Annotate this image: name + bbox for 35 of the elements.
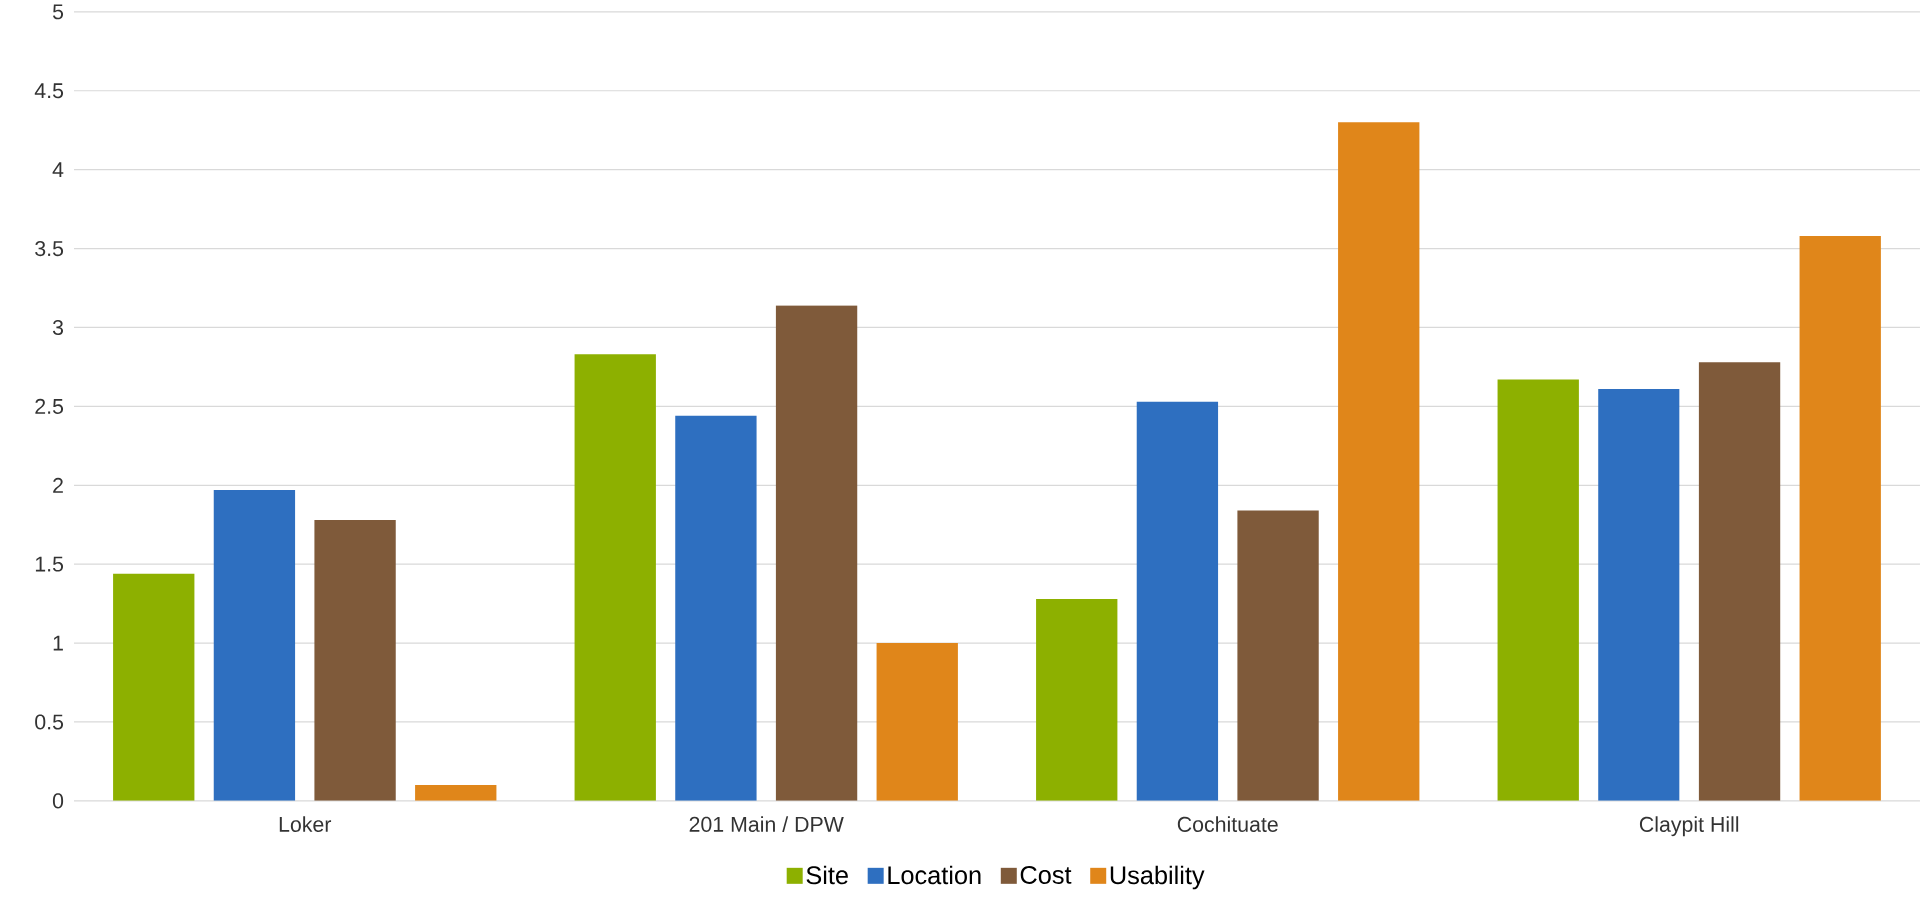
y-tick-label: 3.5 [35,241,64,257]
bar [1698,362,1781,801]
bar [675,415,757,801]
bar [1338,122,1420,801]
bar [314,520,396,801]
legend-label: Site [806,865,848,885]
bar [1497,379,1579,801]
x-tick-label: Claypit Hill [1639,816,1739,837]
bar [1036,598,1118,801]
bar [1799,236,1881,801]
x-tick-label: Loker [279,816,332,832]
bar [876,643,958,801]
y-tick-label: 1.5 [35,556,64,572]
bar [1598,389,1680,801]
y-tick-label: 0.5 [35,714,64,730]
y-tick-label: 1 [53,635,63,651]
bar [1136,401,1219,801]
bar [415,785,497,801]
bar [213,490,296,801]
bar [574,354,656,801]
y-tick-label: 2 [53,477,63,493]
y-tick-label: 4 [52,162,64,178]
y-tick-label: 0 [52,793,64,809]
bar [1237,510,1319,801]
legend-label: Usability [1110,865,1205,890]
x-tick-label: 201 Main / DPW [689,816,844,832]
y-tick-label: 4.5 [34,83,64,99]
x-tick-label: Cochituate [1177,816,1278,832]
bar [113,573,195,801]
y-tick-label: 5 [52,4,64,20]
bar [775,305,858,801]
y-tick-label: 3 [52,319,64,336]
legend-label: Location [888,865,981,885]
legend-label: Cost [1020,866,1072,884]
y-tick-label: 2.5 [35,398,64,414]
